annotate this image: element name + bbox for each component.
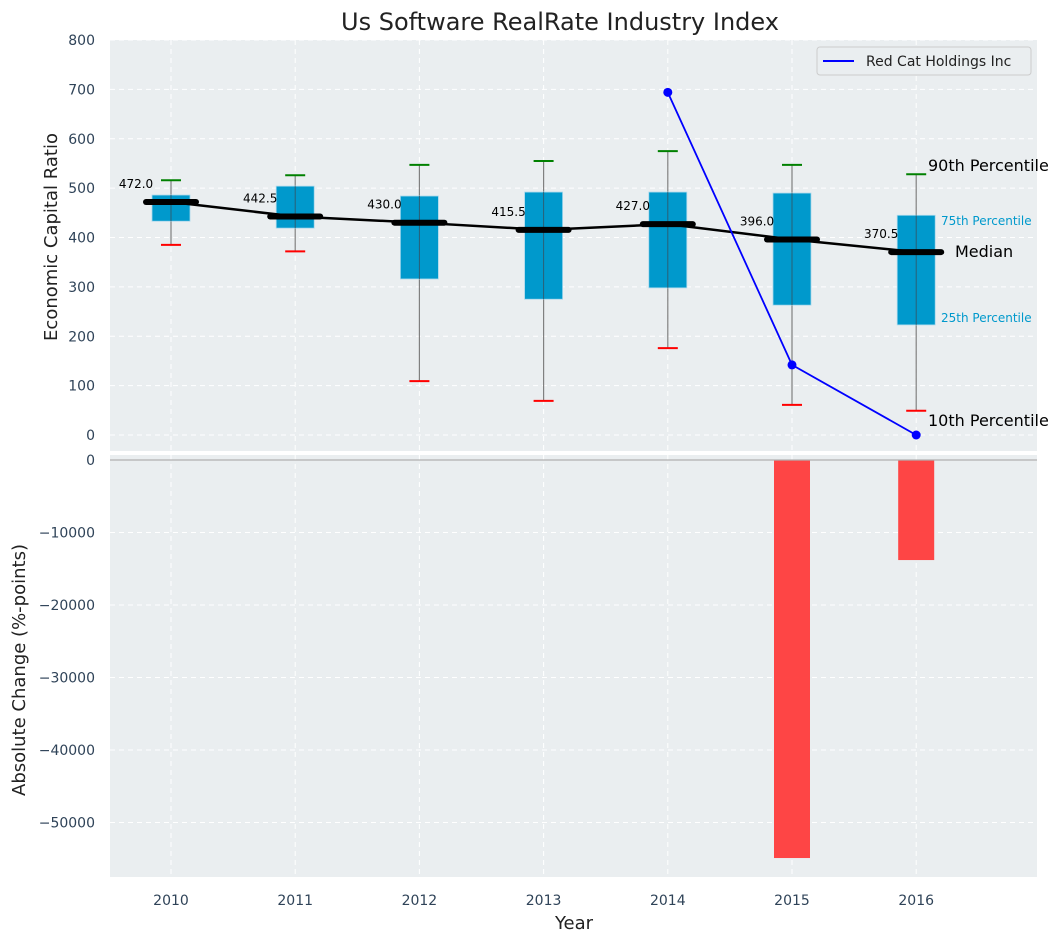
top-y-tick-label: 800	[68, 33, 95, 49]
top-y-tick-label: 500	[68, 181, 95, 197]
annotation-p75: 75th Percentile	[941, 214, 1032, 228]
bottom-y-tick-label: −20000	[39, 598, 95, 614]
median-trend	[143, 198, 945, 256]
annotation-p25: 25th Percentile	[941, 311, 1032, 325]
legend-label: Red Cat Holdings Inc	[866, 54, 1011, 70]
top-y-axis-label: Economic Capital Ratio	[41, 133, 62, 341]
bottom-y-ticks: 0 −10000 −20000 −30000 −40000 −50000	[39, 453, 95, 832]
top-y-tick-label: 200	[68, 329, 95, 345]
bars	[774, 460, 935, 859]
top-y-tick-label: 600	[68, 132, 95, 148]
x-tick-label: 2012	[402, 893, 438, 909]
median-labels: 472.0 442.5 430.0 415.5 427.0 396.0 370.5	[119, 177, 899, 241]
legend: Red Cat Holdings Inc	[816, 46, 1032, 76]
top-y-tick-label: 400	[68, 231, 95, 247]
x-ticks: 2010 2011 2012 2013 2014 2015 2016	[153, 893, 934, 909]
bar	[774, 460, 810, 859]
median-value-label: 415.5	[491, 205, 525, 219]
median-value-label: 427.0	[616, 199, 650, 213]
bottom-y-tick-label: 0	[86, 453, 95, 469]
median-value-label: 430.0	[367, 198, 401, 212]
top-plot-area	[110, 40, 1037, 451]
bottom-plot-area	[110, 455, 1037, 877]
top-y-ticks: 0 100 200 300 400 500 600 700 800	[68, 33, 95, 444]
company-point	[663, 87, 673, 97]
median-value-label: 370.5	[864, 227, 898, 241]
annotation-p10: 10th Percentile	[928, 411, 1049, 430]
bottom-gridlines	[110, 455, 1037, 877]
percentile-annotations: 90th Percentile 75th Percentile Median 2…	[928, 156, 1049, 430]
x-axis-label: Year	[554, 913, 594, 934]
top-y-tick-label: 300	[68, 280, 95, 296]
bottom-y-tick-label: −30000	[39, 671, 95, 687]
bottom-y-tick-label: −10000	[39, 526, 95, 542]
x-tick-label: 2013	[526, 893, 562, 909]
chart-title: Us Software RealRate Industry Index	[341, 8, 779, 36]
company-series	[663, 87, 921, 440]
x-tick-label: 2014	[650, 893, 686, 909]
annotation-median: Median	[955, 242, 1013, 261]
x-tick-label: 2010	[153, 893, 189, 909]
bottom-y-axis-label: Absolute Change (%-points)	[9, 544, 30, 796]
median-value-label: 472.0	[119, 177, 153, 191]
bottom-y-tick-label: −50000	[39, 816, 95, 832]
x-tick-label: 2016	[898, 893, 934, 909]
x-tick-label: 2011	[277, 893, 313, 909]
top-y-tick-label: 700	[68, 82, 95, 98]
median-value-label: 442.5	[243, 192, 277, 206]
median-value-label: 396.0	[740, 214, 774, 228]
bottom-y-tick-label: −40000	[39, 743, 95, 759]
annotation-p90: 90th Percentile	[928, 156, 1049, 175]
legend-box	[816, 46, 1032, 76]
x-tick-label: 2015	[774, 893, 810, 909]
top-y-tick-label: 0	[86, 428, 95, 444]
boxes	[151, 150, 936, 412]
top-y-tick-label: 100	[68, 379, 95, 395]
company-point	[787, 360, 797, 370]
bar	[898, 460, 935, 561]
company-point	[911, 430, 921, 440]
